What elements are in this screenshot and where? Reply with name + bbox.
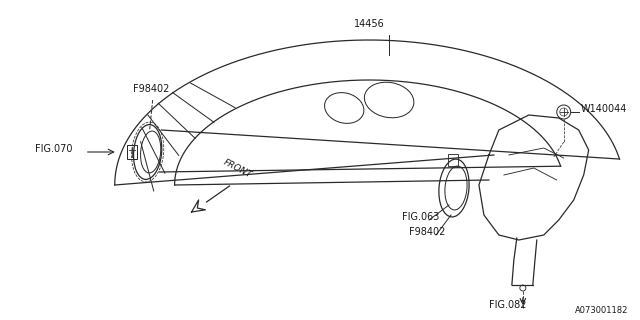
Text: W140044: W140044 [580, 104, 627, 114]
Text: F98402: F98402 [409, 227, 445, 237]
Text: F98402: F98402 [132, 84, 169, 94]
Text: A073001182: A073001182 [575, 306, 628, 315]
Text: 14456: 14456 [354, 19, 385, 29]
Bar [127, 145, 137, 159]
Text: FRONT: FRONT [221, 158, 253, 180]
Text: FIG.063: FIG.063 [402, 212, 440, 222]
Text: FIG.070: FIG.070 [35, 144, 72, 154]
Bar [448, 154, 458, 166]
Text: FIG.082: FIG.082 [489, 300, 527, 310]
